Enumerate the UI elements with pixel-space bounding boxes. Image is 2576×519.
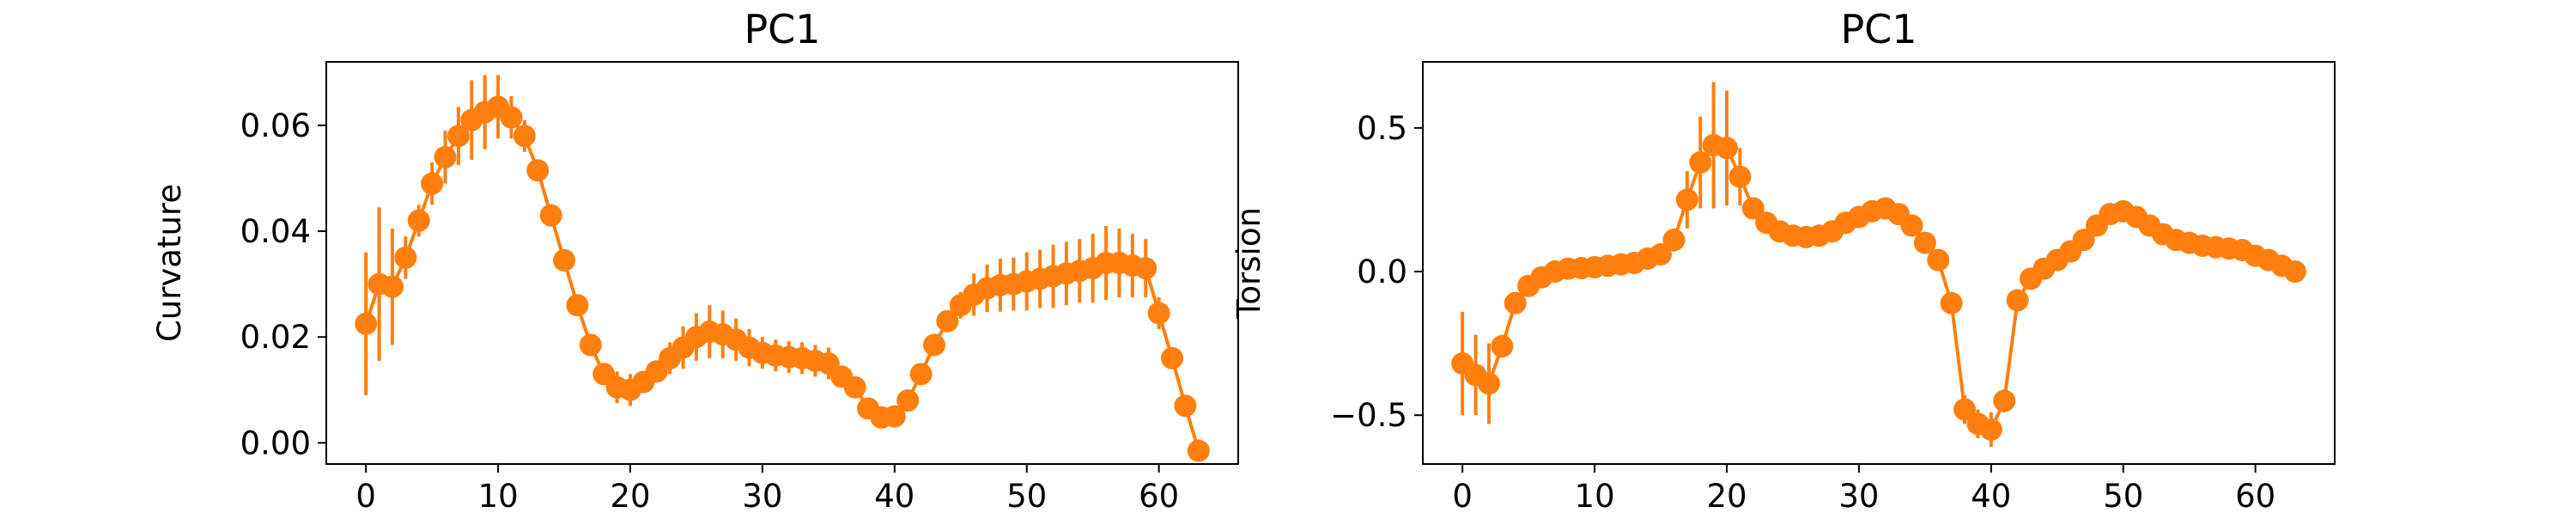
data-point — [394, 246, 417, 269]
data-point — [553, 248, 576, 272]
y-tick-label: 0.0 — [1357, 253, 1407, 290]
y-tick-label: 0.00 — [240, 424, 311, 461]
chart-title: PC1 — [1840, 6, 1917, 52]
x-tick-label: 20 — [610, 478, 650, 515]
data-point — [1491, 334, 1514, 357]
data-point — [1940, 291, 1963, 314]
plot-frame — [1422, 61, 2336, 465]
data-point — [1174, 394, 1197, 418]
y-tick-label: 0.5 — [1357, 110, 1407, 147]
data-point — [500, 106, 523, 129]
data-point — [1741, 197, 1765, 220]
data-point — [2006, 289, 2029, 312]
data-point — [1900, 214, 1923, 237]
data-point — [1187, 439, 1210, 462]
data-point — [1675, 188, 1698, 211]
data-point — [513, 125, 536, 148]
data-point — [1927, 248, 1950, 272]
y-tick-label: −0.5 — [1330, 397, 1407, 434]
series-line — [1461, 143, 2296, 431]
data-point — [421, 172, 444, 195]
data-point — [447, 125, 470, 148]
x-tick-label: 10 — [478, 478, 519, 515]
data-point — [407, 209, 430, 232]
data-point — [1979, 418, 2002, 441]
plot-frame — [325, 61, 1239, 465]
data-point — [923, 333, 945, 357]
data-point — [1147, 302, 1170, 325]
data-point — [1662, 229, 1686, 252]
data-point — [1728, 165, 1752, 188]
data-point — [1161, 346, 1184, 369]
y-axis-label: Curvature — [151, 184, 188, 342]
data-point — [1477, 372, 1500, 395]
y-axis-label: Torsion — [1230, 207, 1267, 320]
x-tick-label: 60 — [1139, 478, 1179, 515]
chart-title: PC1 — [744, 6, 820, 52]
data-point — [566, 294, 589, 317]
data-point — [579, 333, 602, 357]
data-point — [1689, 151, 1712, 174]
data-point — [1716, 137, 1738, 160]
x-tick-label: 0 — [355, 478, 376, 515]
data-point — [539, 204, 562, 227]
data-point — [909, 363, 933, 386]
x-tick-label: 30 — [1838, 478, 1879, 515]
data-point — [2072, 229, 2095, 252]
x-tick-label: 0 — [1452, 478, 1473, 515]
x-tick-label: 40 — [874, 478, 914, 515]
data-point — [1134, 257, 1157, 280]
y-tick-label: 0.02 — [240, 319, 311, 356]
data-point — [883, 405, 906, 428]
x-tick-label: 40 — [1971, 478, 2011, 515]
x-tick-label: 60 — [2235, 478, 2275, 515]
data-point — [896, 389, 920, 412]
data-point — [380, 275, 404, 298]
data-point — [355, 312, 378, 335]
data-point — [1649, 242, 1673, 266]
x-tick-label: 50 — [1006, 478, 1047, 515]
data-point — [1913, 231, 1936, 254]
data-point — [1993, 389, 2016, 412]
chart-1: PC1 0 10 20 30 40 50 60 0.00 0.02 0.04 0.06 Curvatur… — [151, 6, 1239, 515]
data-point — [2283, 260, 2306, 284]
y-tick-label: 0.04 — [240, 213, 311, 250]
y-tick-label: 0.06 — [240, 107, 311, 144]
data-point — [434, 145, 457, 168]
data-point — [843, 376, 866, 399]
data-point — [1504, 291, 1527, 314]
x-tick-label: 20 — [1706, 478, 1747, 515]
data-point — [936, 309, 959, 333]
chart-2: PC1 0 10 20 30 40 50 60 −0.5 0.0 0.5 Torsion — [1230, 6, 2336, 515]
data-point — [1953, 398, 1977, 421]
x-tick-label: 30 — [742, 478, 782, 515]
data-point — [526, 159, 550, 182]
x-tick-label: 10 — [1575, 478, 1615, 515]
x-tick-label: 50 — [2103, 478, 2143, 515]
